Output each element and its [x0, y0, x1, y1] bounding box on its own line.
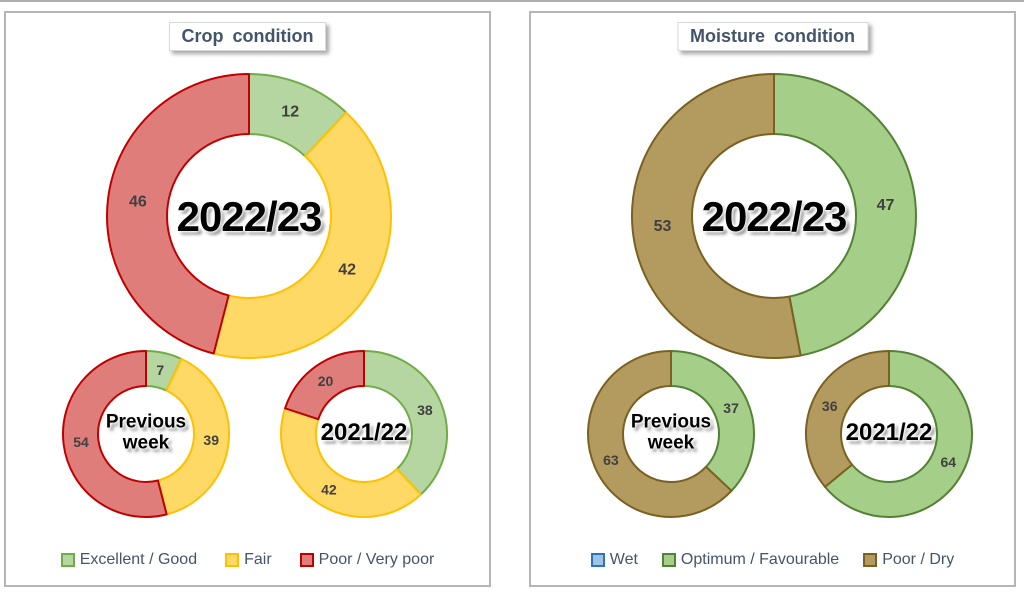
slice-value-label: 53	[654, 218, 672, 235]
donut-chart-crop-previous-week: 7 39 54	[62, 350, 230, 518]
slice-value-label: 42	[338, 262, 356, 279]
legend-crop-condition: Excellent / Good Fair Poor / Very poor	[6, 551, 489, 569]
donut-slice	[773, 73, 917, 357]
donut-chart-crop-2022-23: 12 42 46	[106, 73, 392, 359]
donut-chart-moisture-previous-week: 37 63	[587, 350, 755, 518]
donut-slice	[363, 350, 448, 496]
legend-swatch-brown-icon	[863, 553, 878, 567]
slice-value-label: 20	[318, 373, 334, 389]
donut-chart-crop-2021-22: 38 42 20	[280, 350, 448, 518]
slice-value-label: 63	[603, 452, 619, 468]
donut-slice	[631, 73, 802, 359]
legend-swatch-green-icon	[60, 553, 75, 567]
chart-title: Crop condition	[168, 22, 327, 51]
panel-moisture-condition: Moisture condition 47 53 37 63 64 36 2022/2…	[529, 11, 1016, 587]
legend-item-optimum-favourable: Optimum / Favourable	[661, 551, 840, 569]
slice-value-label: 7	[156, 362, 164, 378]
legend-label: Excellent / Good	[79, 551, 198, 568]
legend-label: Wet	[609, 551, 638, 568]
donut-slice	[212, 111, 392, 359]
legend-item-wet: Wet	[590, 551, 638, 569]
donut-slice	[670, 350, 755, 492]
slice-value-label: 36	[822, 398, 838, 414]
legend-swatch-red-icon	[299, 553, 314, 567]
legend-item-poor-dry: Poor / Dry	[863, 551, 954, 569]
slice-value-label: 39	[203, 432, 219, 448]
legend-swatch-yellow-icon	[225, 553, 240, 567]
legend-moisture-condition: Wet Optimum / Favourable Poor / Dry	[531, 551, 1014, 569]
donut-slice	[156, 357, 230, 516]
slice-value-label: 12	[281, 103, 299, 120]
legend-item-fair: Fair	[225, 551, 272, 569]
slice-value-label: 46	[129, 194, 147, 211]
legend-label: Poor / Very poor	[318, 551, 435, 568]
slice-value-label: 47	[877, 197, 895, 214]
chart-title: Moisture condition	[677, 22, 868, 51]
donut-slice	[805, 350, 890, 488]
donut-chart-moisture-2021-22: 64 36	[805, 350, 973, 518]
slice-value-label: 64	[941, 454, 957, 470]
legend-label: Fair	[244, 551, 272, 568]
slice-value-label: 38	[417, 402, 433, 418]
donut-chart-moisture-2022-23: 47 53	[631, 73, 917, 359]
donut-slice	[587, 350, 733, 518]
screen-top-edge	[0, 0, 1024, 2]
donut-slice	[280, 407, 422, 518]
legend-swatch-blue-icon	[590, 553, 605, 567]
slice-value-label: 54	[73, 434, 89, 450]
donut-slice	[824, 350, 973, 518]
donut-slice	[284, 350, 365, 421]
legend-label: Poor / Dry	[882, 551, 955, 568]
slice-value-label: 37	[723, 400, 739, 416]
legend-item-excellent-good: Excellent / Good	[60, 551, 198, 569]
legend-swatch-green-icon	[661, 553, 676, 567]
legend-item-poor-very-poor: Poor / Very poor	[299, 551, 435, 569]
slice-value-label: 42	[321, 481, 337, 497]
donut-slice	[62, 350, 168, 518]
legend-label: Optimum / Favourable	[680, 551, 840, 568]
panel-crop-condition: Crop condition 12 42 46 7 39 54 38 42 20 2022/…	[4, 11, 491, 587]
donut-slice	[106, 73, 250, 355]
